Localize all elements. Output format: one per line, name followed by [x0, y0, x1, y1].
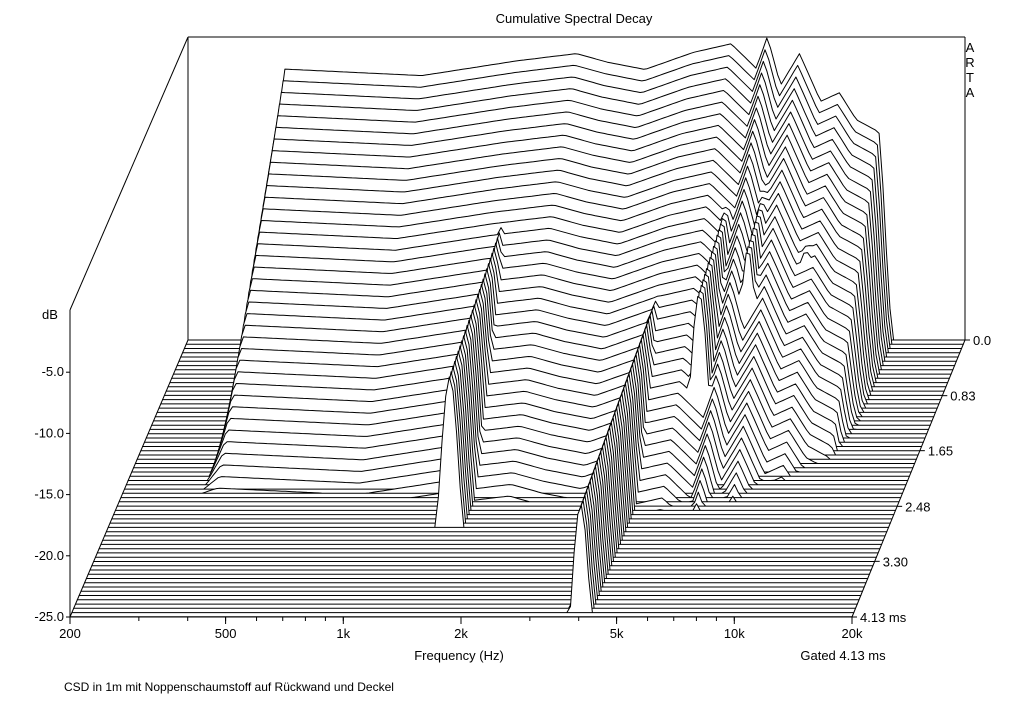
decay-slice-51	[95, 441, 877, 558]
z-tick-label: 3.30	[883, 554, 908, 569]
decay-slice-46	[104, 417, 886, 537]
z-tick-label: 4.13 ms	[860, 610, 907, 625]
chart-title: Cumulative Spectral Decay	[496, 11, 653, 26]
y-tick-label: -10.0	[34, 425, 64, 440]
z-axis-line	[851, 339, 966, 618]
decay-slice-45	[105, 412, 888, 533]
decay-slice-64	[71, 505, 855, 614]
decay-slice-35	[124, 330, 905, 490]
y-axis-label: dB	[42, 307, 58, 322]
decay-slice-43	[109, 371, 891, 524]
decay-slice-55	[87, 461, 870, 575]
y-tick-label: -20.0	[34, 548, 64, 563]
gated-label: Gated 4.13 ms	[800, 648, 886, 663]
decay-slice-57	[84, 471, 867, 584]
x-axis-label: Frequency (Hz)	[414, 648, 504, 663]
x-tick-label: 10k	[724, 626, 745, 641]
decay-slice-38	[118, 345, 900, 503]
decay-slice-47	[102, 422, 884, 541]
side-wall-top	[69, 36, 189, 311]
y-tick-label: -5.0	[42, 364, 64, 379]
decay-slice-50	[96, 436, 879, 554]
decay-slice-34	[125, 324, 907, 486]
decay-slice-37	[120, 340, 902, 499]
decay-slice-41	[113, 360, 895, 516]
decay-slice-40	[114, 355, 896, 511]
decay-slice-52	[93, 446, 876, 562]
decay-slice-32	[129, 314, 910, 477]
decay-slice-36	[122, 335, 903, 494]
x-tick-label: 20k	[842, 626, 863, 641]
decay-slice-42	[111, 366, 893, 520]
decay-slice-61	[76, 490, 860, 601]
z-tick-label: 2.48	[905, 499, 930, 514]
x-tick-label: 5k	[610, 626, 624, 641]
decay-slice-54	[89, 456, 872, 571]
waterfall-slices	[69, 37, 966, 618]
decay-slice-39	[116, 350, 898, 507]
decay-slice-62	[75, 495, 858, 605]
z-tick-label: 1.65	[928, 444, 953, 459]
watermark-letter: R	[965, 55, 974, 70]
y-tick-label: -15.0	[34, 487, 64, 502]
decay-slice-33	[127, 319, 909, 481]
x-tick-label: 1k	[336, 626, 350, 641]
decay-slice-48	[100, 427, 883, 545]
decay-slice-63	[73, 500, 856, 609]
x-tick-label: 2k	[454, 626, 468, 641]
decay-slice-44	[107, 376, 890, 528]
decay-slice-59	[80, 480, 863, 592]
watermark-letter: A	[966, 85, 975, 100]
decay-slice-49	[98, 432, 881, 550]
chart-caption: CSD in 1m mit Noppenschaumstoff auf Rück…	[64, 680, 394, 694]
watermark-letter: A	[966, 40, 975, 55]
decay-slice-56	[85, 466, 869, 579]
decay-slice-53	[91, 451, 874, 567]
floor-left-edge	[69, 339, 189, 618]
y-tick-label: -25.0	[34, 609, 64, 624]
axes: -5.0 -10.0 -15.0 -20.0 -25.0 200 500 1k 2k 5k 10k 2…	[34, 333, 991, 641]
z-tick-label: 0.83	[950, 389, 975, 404]
decay-slice-58	[82, 475, 865, 588]
z-tick-label: 0.0	[973, 333, 991, 348]
watermark-letter: T	[966, 70, 974, 85]
decay-slice-60	[78, 485, 862, 596]
x-tick-label: 500	[215, 626, 237, 641]
x-tick-label: 200	[59, 626, 81, 641]
